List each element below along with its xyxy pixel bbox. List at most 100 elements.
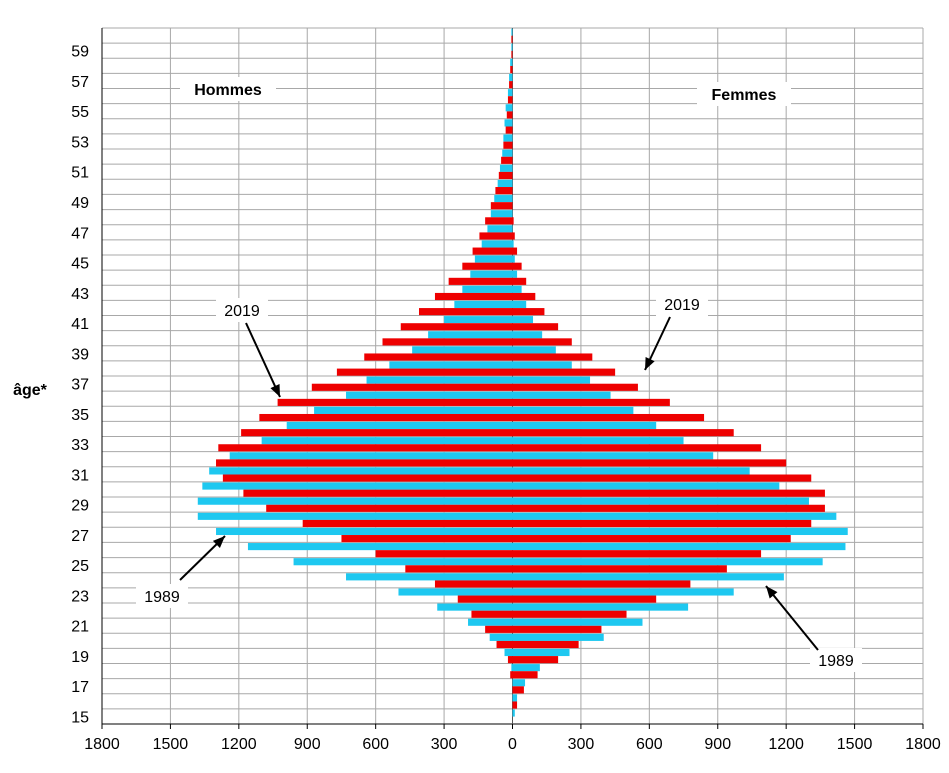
bar-right-2019-age-35 xyxy=(512,413,705,422)
y-tick-label: 25 xyxy=(71,558,89,575)
bar-right-2019-age-40 xyxy=(512,338,572,346)
bar-left-1989-age-25 xyxy=(293,558,513,566)
bar-left-1989-age-29 xyxy=(197,497,513,505)
bar-left-1989-age-39 xyxy=(412,346,513,354)
bar-right-2019-age-19 xyxy=(512,656,559,664)
bar-left-1989-age-59 xyxy=(511,43,513,51)
bar-left-2019-age-38 xyxy=(336,368,513,376)
bar-left-1989-age-21 xyxy=(468,618,513,626)
bar-left-2019-age-41 xyxy=(400,323,513,331)
x-tick-label: 300 xyxy=(431,736,458,753)
y-tick-labels: 15 17 19 21 23 25 27 29 31 33 35 37 39 41 43 45 47 49 51 53… xyxy=(71,44,89,727)
y-tick-label: 51 xyxy=(71,165,89,182)
bar-left-2019-age-35 xyxy=(259,413,513,422)
bar-left-1989-age-27 xyxy=(216,527,513,536)
bar-left-2019-age-22 xyxy=(471,610,513,618)
bar-left-1989-age-53 xyxy=(503,134,513,142)
bar-left-2019-age-55 xyxy=(506,111,513,119)
bar-right-1989-age-41 xyxy=(512,316,534,324)
bar-left-1989-age-46 xyxy=(481,240,513,248)
x-tick-labels: 1800 1500 1200 900 600 300 0 300 600 900 1200 1500 1… xyxy=(84,724,941,753)
bar-right-2019-age-18 xyxy=(512,671,538,679)
y-tick-label: 31 xyxy=(71,467,89,484)
bar-left-2019-age-26 xyxy=(375,550,513,558)
y-tick-label: 53 xyxy=(71,134,89,151)
bar-left-1989-age-38 xyxy=(389,361,513,369)
bar-left-2019-age-36 xyxy=(277,398,513,406)
bar-right-1989-age-34 xyxy=(512,421,657,430)
bar-right-1989-age-33 xyxy=(512,437,684,445)
arrow-1989-left-head xyxy=(212,536,225,548)
x-tick-label: 1500 xyxy=(153,736,189,753)
bar-left-2019-age-47 xyxy=(479,232,513,240)
annotation-2019-left: 2019 xyxy=(224,303,260,320)
bar-left-2019-age-33 xyxy=(218,444,513,452)
x-tick-label: 1800 xyxy=(905,736,941,753)
bar-left-1989-age-58 xyxy=(510,58,513,66)
hommes-label-box xyxy=(180,77,276,101)
y-tick-label: 27 xyxy=(71,528,89,545)
bar-left-1989-age-34 xyxy=(286,421,513,430)
arrow-2019-left-head xyxy=(270,384,280,397)
bar-left-1989-age-50 xyxy=(497,179,513,188)
bar-left-1989-age-18 xyxy=(511,664,513,672)
bar-right-1989-age-27 xyxy=(512,527,848,536)
bar-left-2019-age-32 xyxy=(216,459,513,467)
bar-right-2019-age-31 xyxy=(512,474,812,482)
bar-right-1989-age-31 xyxy=(512,467,750,475)
bar-right-2019-age-30 xyxy=(512,489,825,497)
bar-left-2019-age-29 xyxy=(266,504,513,512)
bar-left-1989-age-30 xyxy=(202,482,513,490)
bar-left-1989-age-44 xyxy=(470,270,513,278)
y-tick-label: 43 xyxy=(71,286,89,303)
bar-right-1989-age-18 xyxy=(512,664,540,672)
bar-left-2019-age-50 xyxy=(495,187,513,195)
bars xyxy=(197,28,848,717)
bar-left-2019-age-28 xyxy=(302,519,513,528)
bar-left-1989-age-28 xyxy=(197,512,513,520)
y-tick-label: 45 xyxy=(71,256,89,273)
bar-left-2019-age-60 xyxy=(511,35,513,43)
annotation-1989-left: 1989 xyxy=(144,589,180,606)
bar-left-1989-age-32 xyxy=(229,452,513,460)
bar-left-1989-age-47 xyxy=(487,225,513,233)
bar-right-1989-age-16 xyxy=(512,694,518,702)
bar-left-2019-age-34 xyxy=(241,429,513,437)
bar-right-2019-age-27 xyxy=(512,535,791,543)
bar-right-2019-age-16 xyxy=(512,701,518,709)
bar-left-2019-age-27 xyxy=(341,535,513,543)
bar-left-2019-age-20 xyxy=(496,640,513,649)
bar-left-1989-age-41 xyxy=(444,316,513,324)
bar-right-1989-age-19 xyxy=(512,648,570,657)
bar-right-2019-age-48 xyxy=(512,217,514,225)
bar-right-2019-age-21 xyxy=(512,625,602,633)
bar-left-2019-age-54 xyxy=(505,126,513,134)
bar-right-2019-age-25 xyxy=(512,565,727,573)
bar-right-1989-age-30 xyxy=(512,482,780,490)
bar-left-2019-age-45 xyxy=(462,262,513,270)
bar-left-2019-age-43 xyxy=(434,292,513,301)
y-tick-label: 39 xyxy=(71,346,89,363)
bar-left-2019-age-30 xyxy=(243,489,513,497)
bar-left-1989-age-36 xyxy=(346,391,513,399)
bar-right-2019-age-39 xyxy=(512,353,593,361)
y-tick-label: 55 xyxy=(71,104,89,121)
bar-right-2019-age-38 xyxy=(512,368,616,376)
y-tick-label: 47 xyxy=(71,225,89,242)
bar-right-1989-age-35 xyxy=(512,406,634,414)
x-tick-label: 1200 xyxy=(221,736,257,753)
bar-left-2019-age-59 xyxy=(511,50,513,58)
bar-left-1989-age-60 xyxy=(511,28,513,36)
bar-right-1989-age-32 xyxy=(512,452,714,460)
bar-right-2019-age-24 xyxy=(512,580,691,588)
x-tick-label: 900 xyxy=(704,736,731,753)
bar-right-2019-age-23 xyxy=(512,595,657,603)
x-tick-label: 1200 xyxy=(768,736,804,753)
bar-right-1989-age-37 xyxy=(512,376,591,384)
bar-right-1989-age-24 xyxy=(512,573,784,581)
bar-left-1989-age-57 xyxy=(509,73,513,82)
bar-right-1989-age-17 xyxy=(512,679,526,687)
annotation-1989-right-box xyxy=(810,648,862,672)
bar-right-2019-age-29 xyxy=(512,504,825,512)
